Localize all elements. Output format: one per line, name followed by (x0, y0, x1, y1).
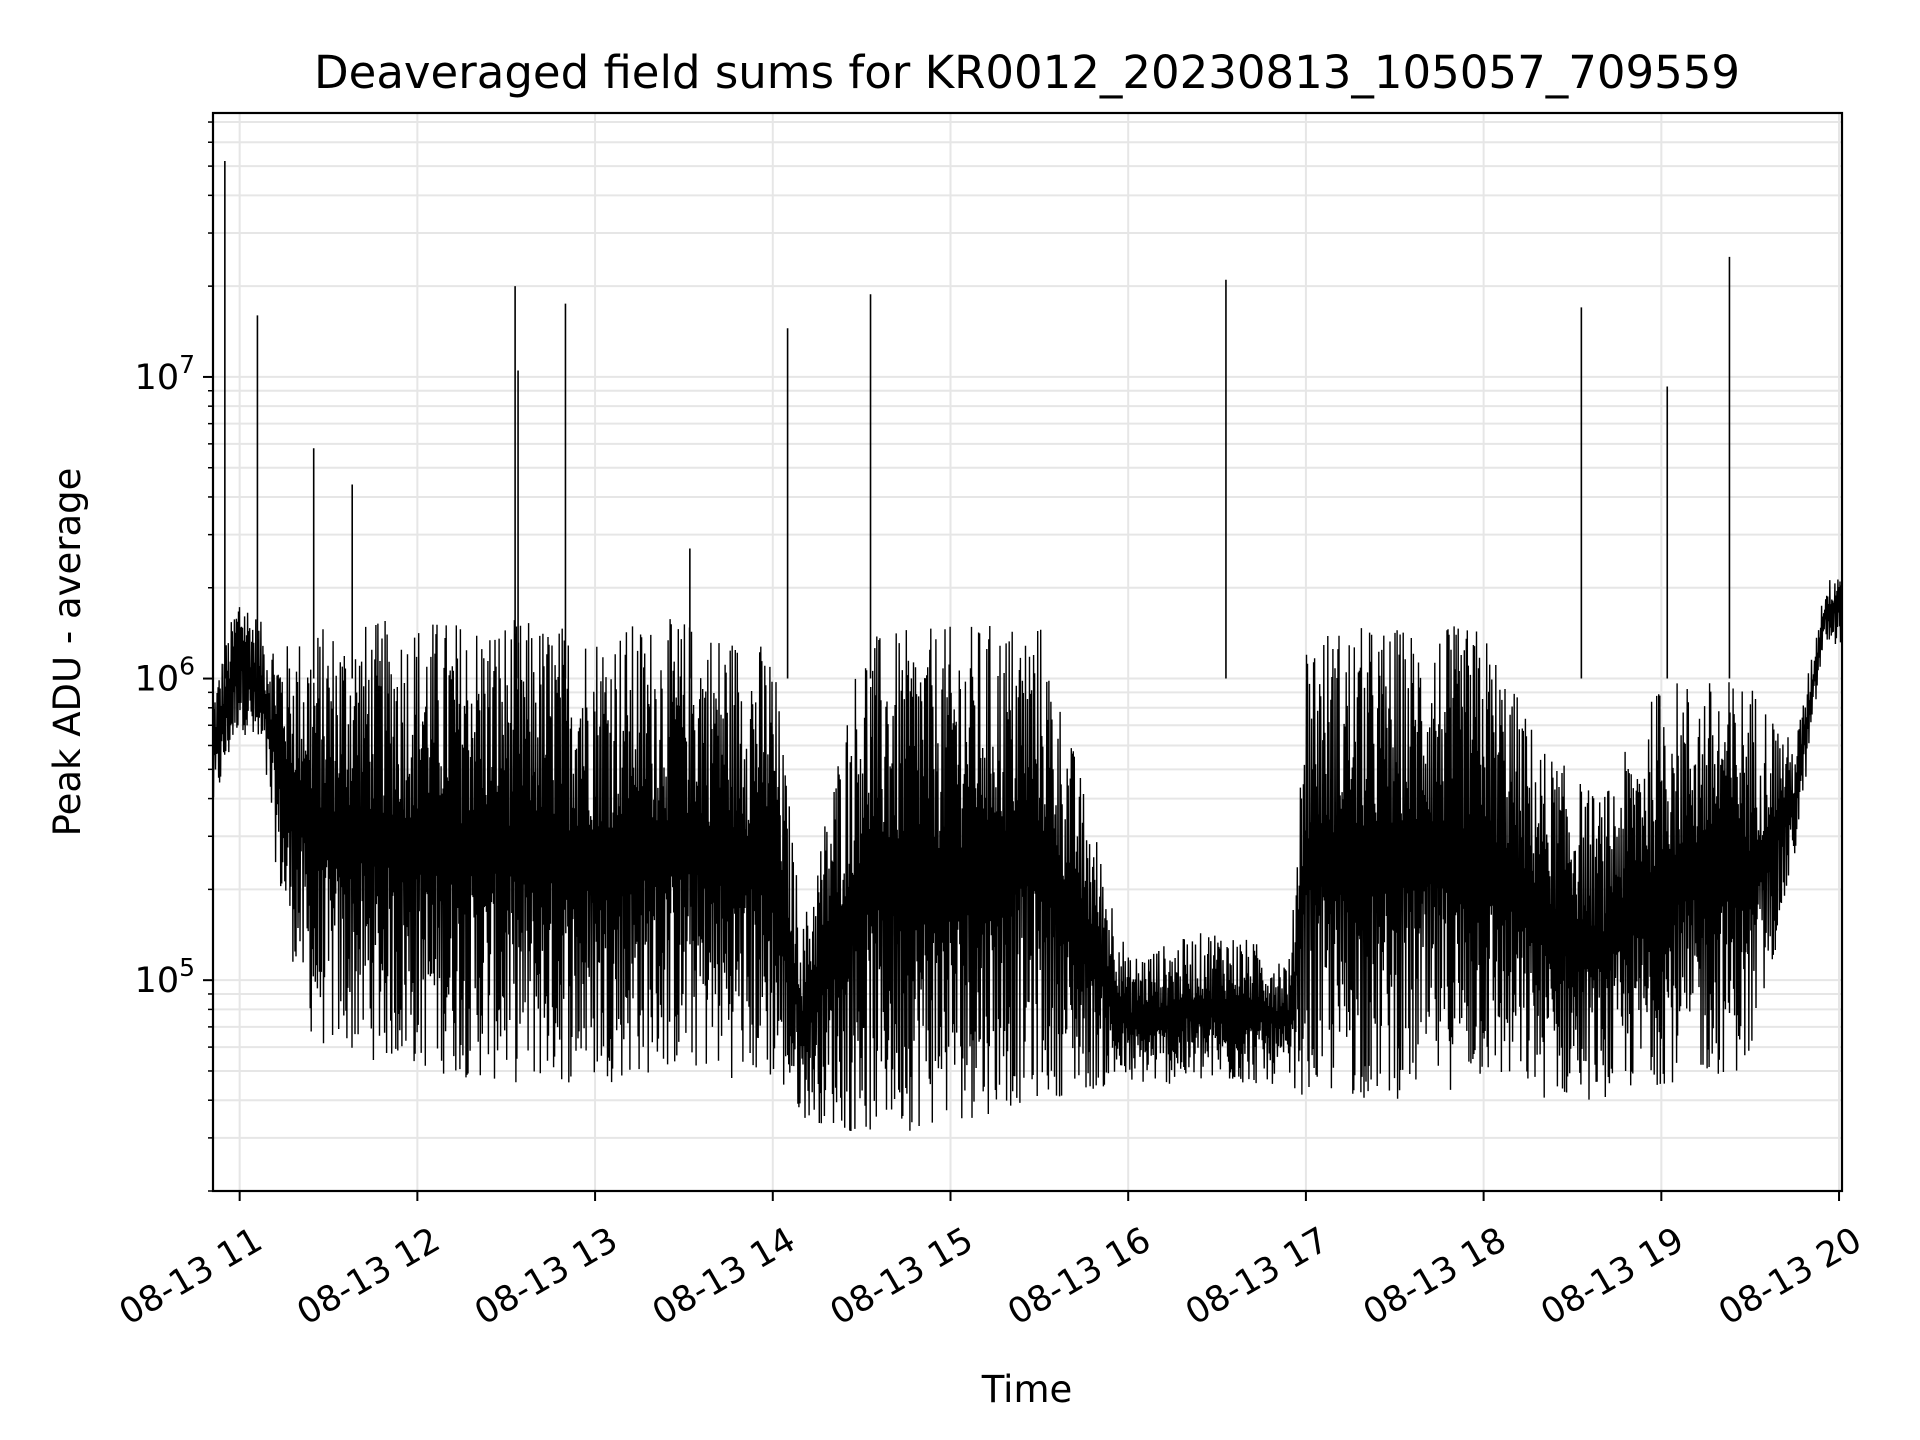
x-axis-label: Time (981, 1368, 1073, 1411)
y-axis: 105 106 107 (135, 121, 213, 1192)
y-tick-label: 107 (135, 350, 195, 398)
y-axis-label: Peak ADU - average (46, 468, 89, 837)
y-tick-label: 106 (135, 652, 195, 700)
y-tick-label: 105 (135, 953, 195, 1001)
series-line (212, 160, 1843, 1132)
chart-title: Deaveraged field sums for KR0012_2023081… (314, 46, 1740, 99)
series-trace (212, 579, 1843, 1132)
plot-frame (211, 111, 1844, 1193)
